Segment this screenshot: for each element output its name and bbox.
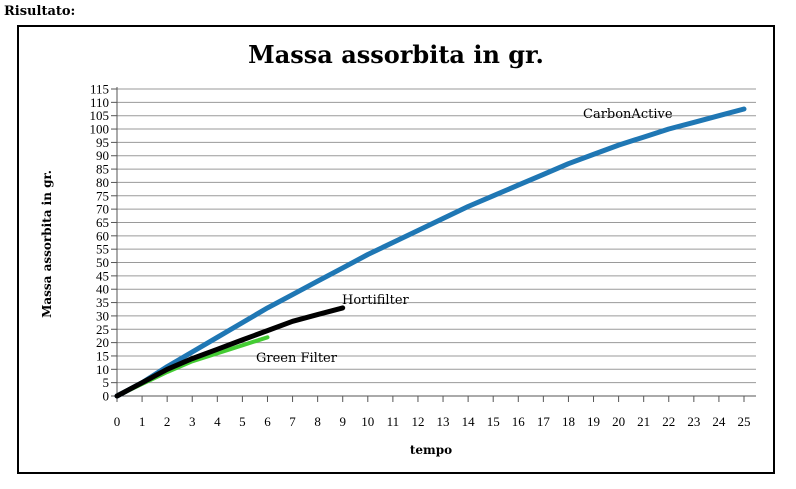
y-tick-label: 25	[96, 322, 109, 337]
y-tick-label: 15	[96, 348, 109, 363]
x-tick-label: 11	[387, 414, 400, 429]
x-tick-label: 1	[139, 414, 146, 429]
x-tick-label: 2	[164, 414, 171, 429]
x-tick-label: 25	[738, 414, 751, 429]
y-tick-label: 35	[96, 295, 109, 310]
y-tick-label: 115	[90, 82, 109, 97]
x-tick-label: 5	[239, 414, 246, 429]
series-line-green-filter	[115, 335, 270, 398]
y-tick-label: 85	[96, 162, 109, 177]
y-tick-label: 20	[96, 335, 109, 350]
x-tick-label: 13	[437, 414, 450, 429]
x-tick-label: 3	[189, 414, 196, 429]
y-axis-label: Massa assorbita in gr.	[40, 170, 54, 318]
axes	[111, 87, 756, 402]
x-tick-label: 0	[114, 414, 121, 429]
x-tick-label: 17	[537, 414, 551, 429]
y-tick-label: 40	[96, 282, 109, 297]
x-tick-label: 8	[314, 414, 321, 429]
x-tick-label: 6	[264, 414, 271, 429]
y-tick-label: 55	[96, 242, 109, 257]
series-label-hortifilter: Hortifilter	[342, 293, 410, 308]
chart-frame	[17, 25, 775, 474]
x-tick-label: 20	[612, 414, 625, 429]
x-tick-label: 7	[289, 414, 296, 429]
series-label-green-filter: Green Filter	[256, 351, 338, 366]
x-tick-label: 15	[487, 414, 500, 429]
y-tick-label: 100	[90, 122, 110, 137]
x-axis-label: tempo	[410, 443, 452, 457]
x-tick-label: 12	[411, 414, 424, 429]
y-tick-label: 105	[90, 108, 110, 123]
y-tick-label: 95	[96, 135, 109, 150]
y-tick-label: 60	[96, 228, 109, 243]
x-tick-label: 4	[214, 414, 221, 429]
y-tick-label: 50	[96, 255, 109, 270]
y-tick-label: 10	[96, 362, 109, 377]
series-label-carbonactive: CarbonActive	[583, 107, 673, 122]
series-labels: CarbonActive Hortifilter Green Filter	[256, 107, 673, 366]
x-tick-label: 19	[587, 414, 600, 429]
x-tick-labels: 0 1 2 3 4 5 6 7 8 9 10 11 12 13 14 15 16 17 18 19 20 21 22 23 24…	[114, 414, 751, 429]
chart-title: Massa assorbita in gr.	[248, 40, 544, 69]
y-tick-label: 90	[96, 148, 109, 163]
x-tick-label: 9	[339, 414, 346, 429]
x-tick-label: 10	[361, 414, 374, 429]
x-tick-label: 14	[462, 414, 476, 429]
x-tick-label: 23	[687, 414, 700, 429]
x-tick-label: 24	[712, 414, 726, 429]
y-tick-label: 110	[90, 95, 109, 110]
grid-lines	[117, 88, 756, 384]
x-tick-label: 18	[562, 414, 575, 429]
y-tick-label: 80	[96, 175, 109, 190]
result-heading: Risultato:	[4, 4, 76, 19]
series-line-hortifilter	[114, 305, 346, 399]
series-line-carbonactive	[114, 106, 747, 399]
x-tick-label: 21	[637, 414, 650, 429]
y-tick-label: 0	[103, 389, 110, 404]
y-tick-label: 75	[96, 188, 109, 203]
y-tick-label: 70	[96, 202, 109, 217]
y-tick-label: 5	[103, 375, 110, 390]
y-tick-label: 45	[96, 268, 109, 283]
y-tick-label: 30	[96, 308, 109, 323]
series-lines	[114, 106, 747, 399]
y-tick-labels: 0510152025303540455055606570758085909510…	[90, 82, 110, 404]
x-tick-label: 22	[662, 414, 675, 429]
y-tick-label: 65	[96, 215, 109, 230]
x-tick-label: 16	[512, 414, 526, 429]
